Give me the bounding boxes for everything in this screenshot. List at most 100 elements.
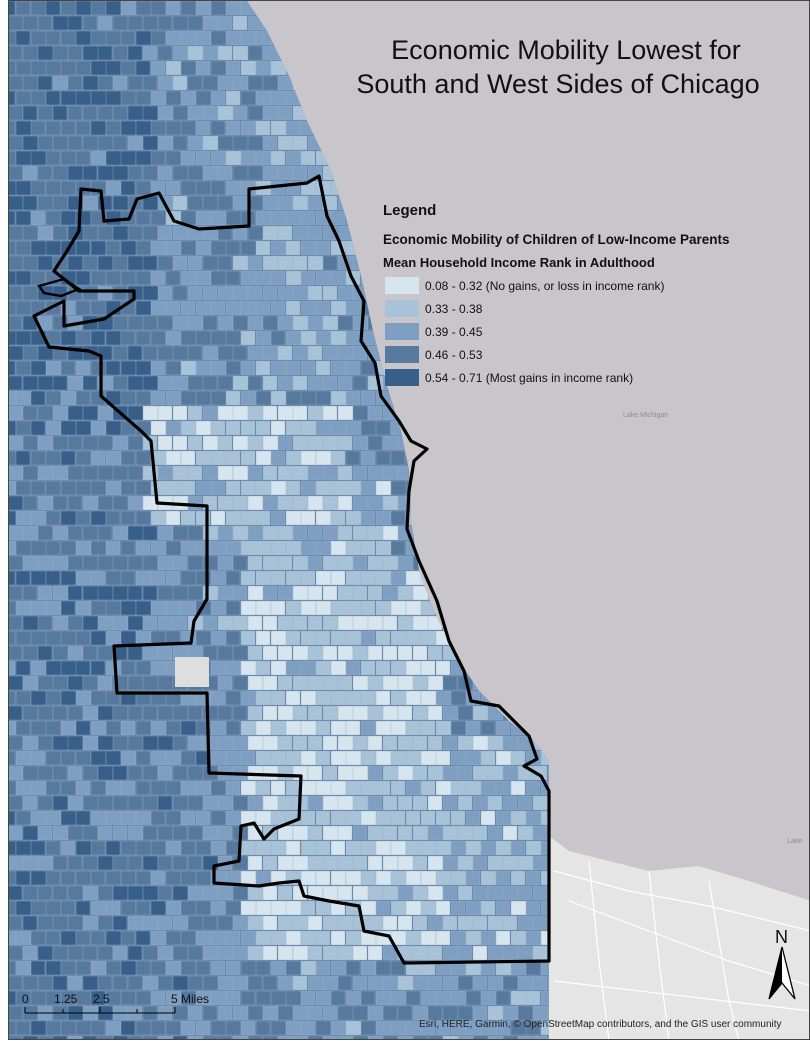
census-tract (292, 315, 310, 331)
census-tract (45, 360, 63, 376)
census-tract (315, 720, 331, 736)
census-tract (375, 480, 392, 496)
census-tract (435, 690, 453, 706)
census-tract (60, 810, 77, 826)
census-tract (352, 525, 369, 541)
census-tract (127, 165, 143, 181)
census-tract (165, 360, 183, 376)
census-tract (165, 180, 181, 196)
census-tract (9, 645, 23, 661)
census-tract (397, 915, 413, 931)
census-tract (247, 945, 264, 961)
census-tract (202, 285, 218, 301)
census-tract (345, 480, 363, 496)
census-tract (165, 870, 182, 886)
census-tract (195, 90, 213, 106)
census-tract (15, 300, 33, 316)
census-tract (142, 585, 158, 601)
census-tract (97, 855, 114, 871)
census-tract (540, 780, 549, 796)
census-tract (60, 780, 77, 796)
census-tract (90, 840, 106, 856)
census-tract (435, 660, 451, 676)
census-tract (60, 570, 77, 586)
census-tract (150, 30, 167, 46)
census-tract (367, 735, 383, 751)
census-tract (472, 975, 488, 991)
census-tract (60, 720, 77, 736)
census-tract (277, 165, 294, 181)
census-tract (187, 1035, 204, 1039)
census-tract (9, 765, 24, 781)
census-tract (270, 210, 288, 226)
census-tract (300, 330, 318, 346)
census-tract (457, 975, 474, 991)
census-tract (315, 750, 331, 766)
census-tract (82, 705, 99, 721)
census-tract (82, 555, 99, 571)
census-tract (202, 885, 220, 901)
census-tract (285, 270, 303, 286)
census-tract (9, 315, 23, 331)
census-tract (52, 915, 69, 931)
census-tract (307, 375, 324, 391)
census-tract (270, 930, 287, 946)
census-tract (277, 645, 293, 661)
census-tract (37, 825, 53, 841)
census-tract (285, 720, 302, 736)
census-tract (9, 990, 17, 1006)
census-tract (165, 840, 182, 856)
census-tract (172, 465, 190, 481)
census-tract (367, 435, 383, 451)
census-tract (442, 705, 460, 721)
census-tract (292, 465, 310, 481)
census-tract (52, 945, 69, 961)
census-tract (420, 690, 438, 706)
census-tract (82, 645, 98, 661)
census-tract (292, 675, 310, 691)
census-tract (142, 165, 159, 181)
census-tract (307, 405, 325, 421)
census-tract (90, 120, 107, 136)
census-tract (82, 975, 99, 991)
census-tract (465, 930, 482, 946)
census-tract (345, 840, 362, 856)
census-tract (202, 915, 218, 931)
census-tract (472, 885, 489, 901)
census-tract (52, 225, 68, 241)
census-tract (397, 735, 414, 751)
census-tract (15, 90, 33, 106)
census-tract (217, 945, 234, 961)
census-tract (300, 510, 316, 526)
census-tract (90, 930, 106, 946)
census-tract (292, 855, 310, 871)
census-tract (165, 330, 183, 346)
census-tract (405, 630, 423, 646)
census-tract (472, 915, 488, 931)
census-tract (150, 750, 167, 766)
census-tract (127, 465, 144, 481)
census-tract (337, 435, 353, 451)
census-tract (322, 795, 340, 811)
census-tract (217, 1005, 233, 1021)
census-tract (210, 390, 228, 406)
census-tract (120, 540, 136, 556)
census-tract (330, 1020, 348, 1036)
census-tract (367, 825, 384, 841)
census-tract (352, 765, 369, 781)
census-tract (172, 705, 189, 721)
census-tract (285, 300, 301, 316)
census-tract (480, 750, 496, 766)
census-tract (180, 600, 197, 616)
census-tract (292, 915, 310, 931)
census-tract (105, 810, 123, 826)
census-tract (262, 135, 278, 151)
census-tract (330, 810, 348, 826)
census-tract (397, 795, 413, 811)
census-tract (172, 855, 188, 871)
census-tract (390, 570, 408, 586)
census-tract (277, 495, 294, 511)
census-tract (67, 495, 83, 511)
census-tract (135, 840, 153, 856)
census-tract (240, 900, 258, 916)
